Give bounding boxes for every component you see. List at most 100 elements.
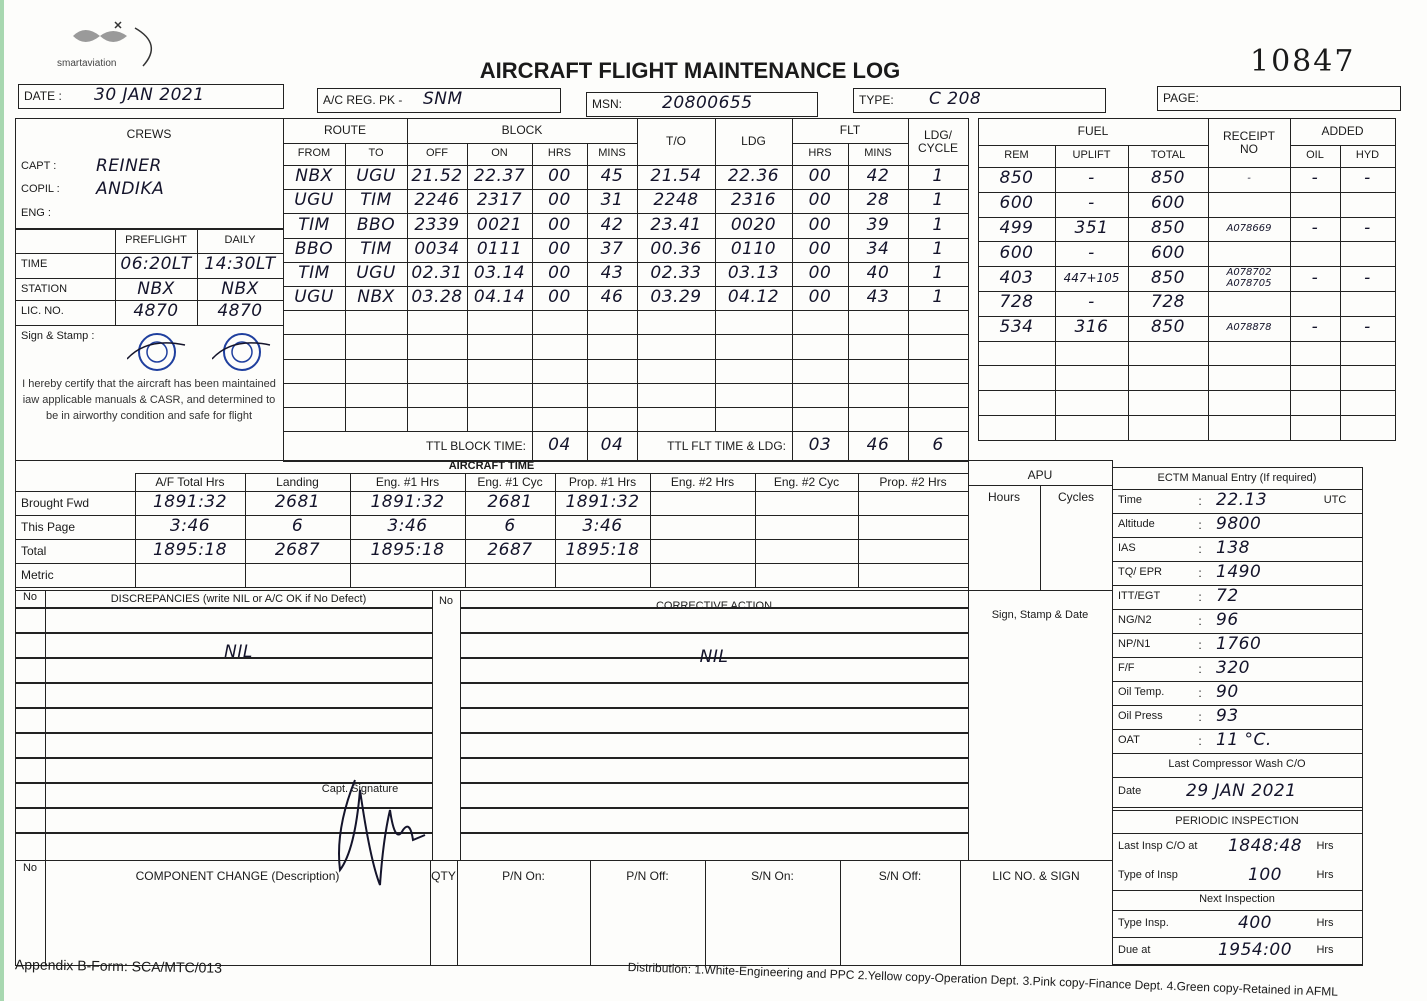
ttl-flt-hrs-value[interactable]: 03 (808, 435, 832, 456)
flight-row-value[interactable]: UGU (294, 190, 334, 211)
fuel-row-value[interactable]: - (1088, 168, 1095, 189)
flight-row-value[interactable]: 1 (932, 262, 944, 283)
flight-row-value[interactable]: 1 (932, 214, 944, 235)
flight-row-value[interactable]: 2317 (476, 190, 523, 211)
aircraft-time-value[interactable]: 1891:32 (152, 492, 228, 513)
aircraft-time-value[interactable]: 2681 (274, 492, 321, 513)
fuel-row-value[interactable]: 850 (1151, 168, 1185, 189)
ectm-field-value[interactable]: 9800 (1216, 514, 1262, 535)
aircraft-time-value[interactable] (650, 491, 755, 515)
aircraft-time-value[interactable] (858, 515, 968, 539)
fuel-row-value[interactable]: A078702 A078705 (1226, 267, 1272, 289)
ectm-field-value[interactable]: 11 °C. (1216, 730, 1272, 751)
flight-row-value[interactable]: 22.36 (727, 166, 780, 187)
aircraft-time-value[interactable] (755, 491, 858, 515)
aircraft-time-value[interactable] (245, 563, 350, 587)
flight-row-value[interactable]: 00 (808, 238, 832, 259)
fuel-row-value[interactable]: 600 (999, 193, 1034, 214)
flight-row-value[interactable]: 1 (932, 287, 944, 308)
ectm-field-value[interactable]: 320 (1216, 658, 1250, 679)
aircraft-time-value[interactable] (465, 563, 555, 587)
flight-row-value[interactable]: 03.13 (727, 262, 780, 283)
flight-row-value[interactable]: BBO (294, 238, 334, 259)
type-field-value[interactable]: C 208 (929, 89, 982, 110)
flight-row-value[interactable]: 04.14 (473, 287, 526, 308)
aircraft-time-value[interactable]: 1895:18 (152, 540, 228, 561)
flight-row-value[interactable]: 00.36 (650, 238, 702, 259)
fuel-row-value[interactable]: - (1311, 317, 1319, 338)
aircraft-time-value[interactable] (755, 515, 858, 539)
date-field-value[interactable]: 30 JAN 2021 (94, 85, 205, 106)
flight-row-value[interactable]: 21.52 (411, 166, 463, 187)
flight-row-value[interactable]: UGU (294, 287, 334, 308)
flight-row-value[interactable]: 22.37 (473, 166, 526, 187)
aircraft-time-value[interactable] (650, 515, 755, 539)
flight-row-value[interactable]: 43 (600, 262, 624, 283)
station-preflight-value[interactable]: NBX (137, 279, 175, 300)
flight-row-value[interactable]: 00 (808, 190, 832, 211)
aircraft-time-value[interactable] (755, 563, 858, 587)
due-value[interactable]: 1954:00 (1217, 939, 1293, 960)
flight-row-value[interactable]: 37 (600, 238, 624, 259)
aircraft-time-value[interactable]: 3:46 (169, 516, 211, 537)
ectm-field-value[interactable]: 90 (1216, 682, 1239, 703)
flight-row-value[interactable]: 43 (866, 287, 890, 308)
flight-row-value[interactable]: 23.41 (650, 214, 702, 235)
fuel-row-value[interactable]: 850 (1151, 317, 1185, 338)
ectm-field-value[interactable]: 72 (1216, 586, 1239, 607)
fuel-row-value[interactable] (1340, 291, 1395, 316)
fuel-row-value[interactable] (1340, 192, 1395, 217)
aircraft-time-value[interactable]: 6 (291, 516, 304, 537)
flight-row-value[interactable]: 45 (600, 166, 624, 187)
crew-capt-name[interactable]: REINER (96, 155, 162, 176)
flight-row-value[interactable]: 00 (548, 287, 571, 308)
lic-preflight-value[interactable]: 4870 (133, 301, 179, 322)
aircraft-time-value[interactable]: 3:46 (582, 516, 623, 537)
ectm-field-value[interactable]: 96 (1216, 610, 1239, 631)
flight-row-value[interactable]: TIM (298, 214, 330, 235)
aircraft-time-value[interactable]: 2681 (487, 492, 533, 513)
flight-row-value[interactable]: 21.54 (650, 166, 702, 187)
flight-row-value[interactable]: BBO (356, 214, 396, 235)
flight-row-value[interactable]: 42 (600, 214, 624, 235)
ectm-field-value[interactable]: 93 (1216, 706, 1239, 727)
next-type-value[interactable]: 400 (1238, 912, 1272, 933)
fuel-row-value[interactable]: A078669 (1226, 222, 1272, 234)
fuel-row-value[interactable]: 728 (999, 292, 1034, 313)
fuel-row-value[interactable]: 534 (999, 317, 1034, 338)
flight-row-value[interactable]: 00 (808, 287, 832, 308)
station-daily-value[interactable]: NBX (221, 279, 259, 300)
fuel-row-value[interactable]: - (1247, 173, 1251, 185)
fuel-row-value[interactable]: - (1311, 218, 1319, 239)
fuel-row-value[interactable] (1208, 291, 1290, 316)
flight-row-value[interactable]: 00 (808, 166, 832, 187)
aircraft-time-value[interactable]: 3:46 (387, 516, 428, 537)
aircraft-time-value[interactable]: 2687 (274, 540, 321, 561)
flight-row-value[interactable]: 00 (548, 166, 571, 187)
msn-field-value[interactable]: 20800655 (662, 93, 753, 114)
flight-row-value[interactable]: 28 (866, 190, 890, 211)
aircraft-time-value[interactable] (858, 539, 968, 563)
fuel-row-value[interactable]: 499 (999, 218, 1034, 239)
flight-row-value[interactable]: 1 (932, 238, 944, 259)
flight-row-value[interactable]: 0034 (414, 238, 460, 259)
flight-row-value[interactable]: TIM (360, 190, 392, 211)
flight-row-value[interactable]: 2246 (414, 190, 460, 211)
aircraft-time-value[interactable] (650, 539, 755, 563)
fuel-row-value[interactable]: - (1364, 218, 1371, 239)
last-insp-value[interactable]: 1848:48 (1227, 836, 1303, 857)
fuel-row-value[interactable]: 351 (1074, 218, 1109, 239)
ttl-flt-mins-value[interactable]: 46 (866, 435, 890, 456)
ectm-date-value[interactable]: 29 JAN 2021 (1186, 781, 1297, 802)
flight-row-value[interactable]: 02.31 (411, 262, 463, 283)
aircraft-time-value[interactable]: 1891:32 (565, 492, 640, 513)
fuel-row-value[interactable]: - (1311, 267, 1319, 288)
ttl-ldg-value[interactable]: 6 (932, 435, 944, 456)
flight-row-value[interactable]: 2316 (730, 190, 777, 211)
flight-row-value[interactable]: 03.29 (650, 287, 702, 308)
fuel-row-value[interactable] (1340, 241, 1395, 266)
flight-row-value[interactable]: UGU (356, 262, 396, 283)
fuel-row-value[interactable]: 728 (1151, 292, 1185, 313)
flight-row-value[interactable]: 0110 (730, 238, 777, 259)
fuel-row-value[interactable]: - (1088, 292, 1095, 313)
